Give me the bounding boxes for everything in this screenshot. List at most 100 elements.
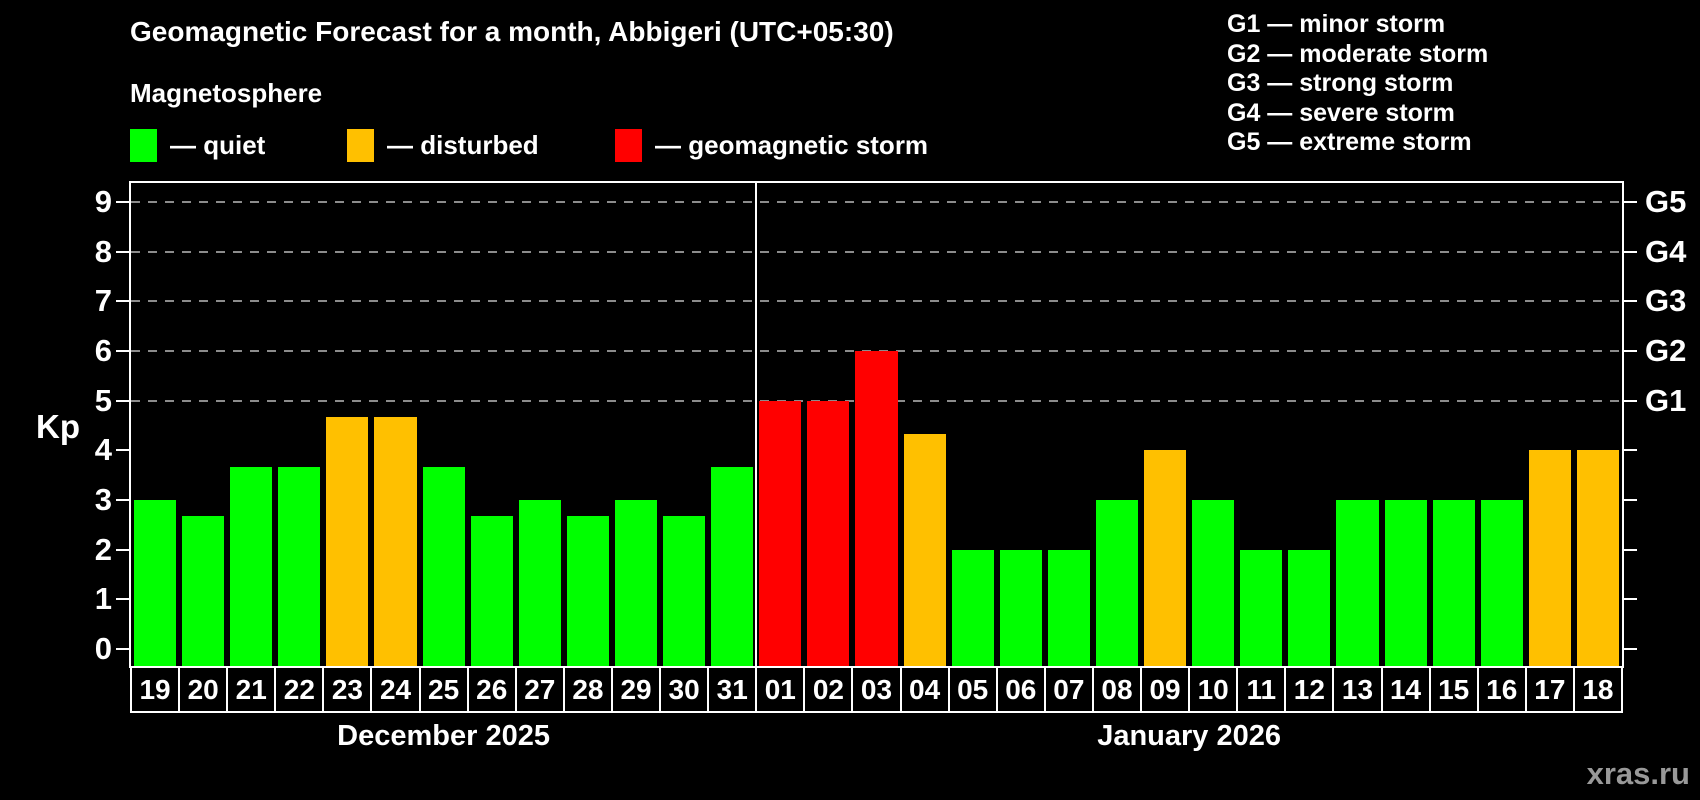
g-tick-label-g4: G4 [1645, 233, 1687, 269]
g-tick-label-g5: G5 [1645, 184, 1687, 219]
kp-bar [1576, 450, 1619, 666]
kp-bar [374, 417, 417, 666]
right-axis-tick [1623, 648, 1637, 650]
day-label: 06 [995, 666, 1046, 713]
day-label: 22 [274, 666, 325, 713]
kp-bar [614, 500, 658, 666]
day-label: 30 [659, 666, 710, 713]
y-tick-label: 2 [94, 531, 112, 567]
g3-legend-line: G3 — strong storm [1227, 69, 1454, 97]
kp-bar [1336, 500, 1379, 666]
day-label: 19 [130, 666, 181, 713]
y-axis-tick [116, 598, 130, 601]
y-tick-label: 8 [94, 233, 112, 269]
kp-bar [999, 549, 1042, 666]
day-label: 07 [1043, 666, 1094, 713]
quiet-legend-label: — quiet [170, 130, 266, 160]
right-axis-tick [1623, 449, 1637, 452]
right-axis-tick [1623, 499, 1637, 501]
kp-bar [663, 516, 706, 666]
day-label: 08 [1091, 666, 1143, 713]
y-tick-label: 7 [94, 283, 112, 319]
right-axis-tick [1623, 548, 1637, 551]
storm-legend-label: — geomagnetic storm [655, 130, 929, 160]
day-label: 28 [562, 666, 613, 713]
month-separator-line [755, 183, 758, 666]
right-axis-tick [1623, 201, 1637, 203]
kp-bar [1047, 549, 1090, 666]
day-label: 01 [755, 666, 806, 713]
right-axis-tick [1623, 598, 1637, 601]
day-label: 09 [1140, 666, 1191, 713]
y-tick-label: 6 [94, 333, 112, 368]
kp-bar [1288, 549, 1331, 666]
kp-bar [566, 516, 609, 666]
y-axis-tick [116, 399, 130, 402]
g2-legend-line: G2 — moderate storm [1227, 39, 1489, 68]
kp-bar [855, 351, 898, 666]
kp-bar [807, 400, 850, 666]
right-axis-tick [1623, 250, 1637, 253]
kp-bar [1144, 450, 1187, 666]
right-axis-tick [1623, 399, 1637, 402]
day-label: 02 [803, 666, 854, 713]
kp-bar [951, 549, 994, 666]
quiet-legend-swatch [130, 129, 157, 162]
y-tick-label: 4 [94, 432, 112, 468]
y-tick-label: 0 [94, 631, 112, 666]
gridline-kp9 [131, 201, 1622, 203]
chart-title: Geomagnetic Forecast for a month, Abbige… [130, 16, 894, 47]
y-tick-label: 5 [94, 382, 112, 418]
y-tick-label: 9 [94, 184, 112, 219]
y-axis-tick [116, 648, 130, 650]
right-axis-tick [1623, 300, 1637, 303]
gridline-kp7 [131, 300, 1622, 303]
magnetosphere-label: Magnetosphere [130, 78, 323, 108]
storm-legend-swatch [615, 129, 642, 162]
kp-bar [1240, 549, 1283, 666]
y-axis-tick [116, 350, 130, 352]
kp-bar [711, 466, 754, 666]
day-label: 04 [899, 666, 950, 713]
day-label: 27 [514, 666, 565, 713]
g-scale-legend: G1 — minor storm G2 — moderate storm G3 … [1227, 10, 1488, 158]
day-label: 26 [466, 666, 517, 713]
g1-legend-line: G1 — minor storm [1227, 10, 1446, 38]
day-label: 21 [226, 666, 277, 713]
y-axis-tick [116, 499, 130, 501]
day-label: 13 [1332, 666, 1383, 713]
day-label: 14 [1380, 666, 1431, 713]
g5-legend-line: G5 — extreme storm [1227, 128, 1472, 156]
kp-bar [278, 466, 321, 666]
watermark: xras.ru [1586, 756, 1690, 791]
g-tick-label-g1: G1 [1645, 382, 1687, 418]
kp-bar [230, 466, 273, 666]
day-label: 20 [178, 666, 229, 713]
day-label: 23 [322, 666, 373, 713]
day-label: 12 [1284, 666, 1335, 713]
day-label: 03 [851, 666, 902, 713]
y-axis-tick [116, 300, 130, 303]
kp-bar [1095, 500, 1139, 666]
kp-bar [759, 400, 802, 666]
kp-bar [422, 466, 465, 666]
y-axis-title: Kp [36, 408, 80, 445]
g4-legend-line: G4 — severe storm [1227, 98, 1455, 127]
kp-bar [1192, 500, 1235, 666]
day-label: 31 [707, 666, 758, 713]
day-label: 16 [1476, 666, 1527, 713]
y-axis-tick [116, 201, 130, 203]
right-axis-tick [1623, 350, 1637, 352]
kp-bar [1480, 500, 1523, 666]
kp-bar [1432, 500, 1475, 666]
kp-bar [903, 433, 946, 666]
kp-bar [1384, 500, 1427, 666]
disturbed-legend-swatch [347, 129, 374, 162]
g-tick-label-g3: G3 [1645, 283, 1687, 319]
kp-bar [326, 417, 369, 666]
day-label: 25 [418, 666, 469, 713]
y-tick-label: 3 [94, 482, 112, 517]
day-label: 11 [1236, 666, 1287, 713]
y-tick-label: 1 [94, 581, 112, 617]
